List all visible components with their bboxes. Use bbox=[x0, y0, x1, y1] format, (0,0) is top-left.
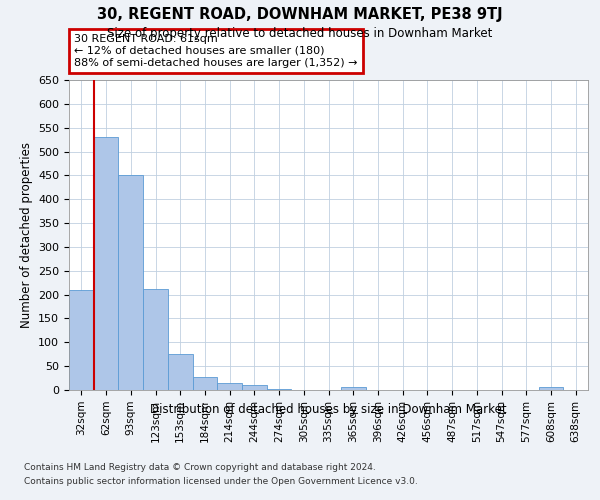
Text: 30 REGENT ROAD: 61sqm
← 12% of detached houses are smaller (180)
88% of semi-det: 30 REGENT ROAD: 61sqm ← 12% of detached … bbox=[74, 34, 358, 68]
Text: 30, REGENT ROAD, DOWNHAM MARKET, PE38 9TJ: 30, REGENT ROAD, DOWNHAM MARKET, PE38 9T… bbox=[97, 8, 503, 22]
Bar bbox=[94, 137, 118, 390]
Bar bbox=[118, 176, 143, 390]
Bar bbox=[69, 290, 94, 390]
Bar bbox=[143, 289, 168, 390]
Y-axis label: Number of detached properties: Number of detached properties bbox=[20, 142, 32, 328]
Bar bbox=[539, 386, 563, 390]
Text: Distribution of detached houses by size in Downham Market: Distribution of detached houses by size … bbox=[151, 402, 507, 415]
Bar bbox=[267, 388, 292, 390]
Bar bbox=[168, 354, 193, 390]
Bar bbox=[242, 385, 267, 390]
Bar bbox=[341, 386, 365, 390]
Text: Contains HM Land Registry data © Crown copyright and database right 2024.: Contains HM Land Registry data © Crown c… bbox=[24, 462, 376, 471]
Bar bbox=[193, 377, 217, 390]
Text: Size of property relative to detached houses in Downham Market: Size of property relative to detached ho… bbox=[107, 28, 493, 40]
Bar bbox=[217, 384, 242, 390]
Text: Contains public sector information licensed under the Open Government Licence v3: Contains public sector information licen… bbox=[24, 478, 418, 486]
